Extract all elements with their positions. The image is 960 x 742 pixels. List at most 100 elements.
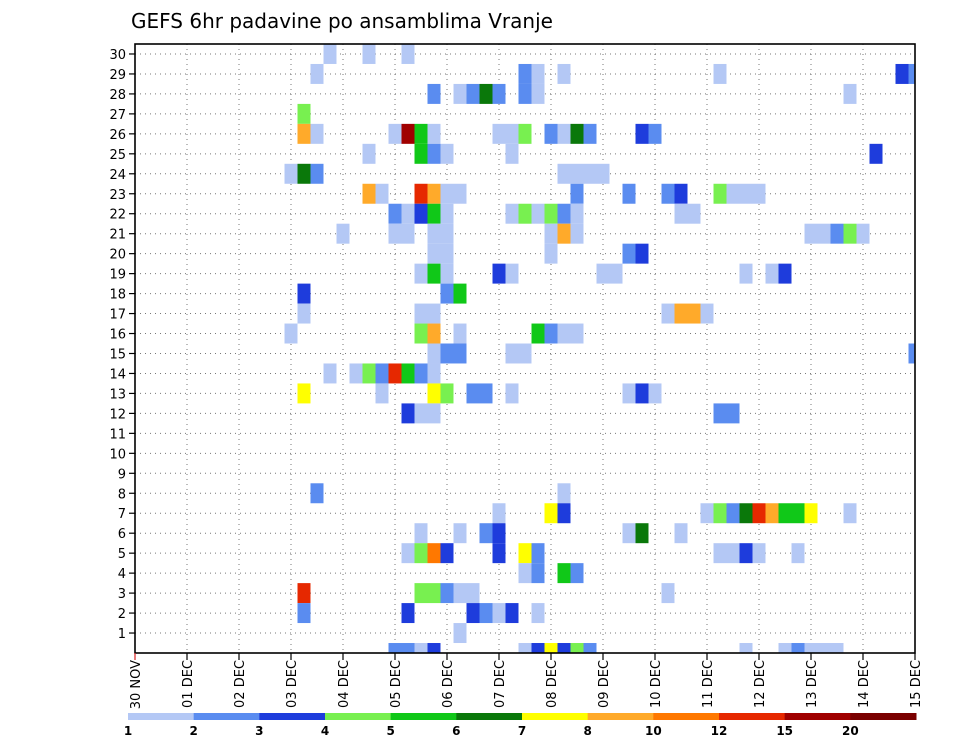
y-tick-label: 19 (109, 268, 126, 283)
x-tick-label: 14 DEC (857, 660, 872, 708)
precip-cell (362, 143, 376, 164)
precip-cell (427, 343, 441, 364)
precip-cell (427, 83, 441, 104)
precip-cell (284, 163, 298, 184)
y-tick-label: 20 (109, 248, 126, 263)
precip-cell (726, 543, 740, 564)
precip-cell (427, 403, 441, 424)
precip-cell (518, 543, 532, 564)
colorbar-swatch (456, 713, 523, 720)
precip-cell (791, 503, 805, 524)
precip-cell (830, 643, 844, 653)
y-tick-label: 3 (118, 587, 126, 602)
precip-cell (466, 603, 480, 624)
precip-cell (505, 123, 519, 144)
precip-cell (440, 143, 454, 164)
precip-cell (570, 183, 584, 204)
precip-cell (453, 283, 467, 304)
precip-cell (843, 83, 857, 104)
precip-cell (544, 203, 558, 224)
x-tick-label: 02 DEC (233, 660, 248, 708)
precip-cell (427, 223, 441, 244)
precip-cell (453, 623, 467, 644)
precip-cell (466, 583, 480, 604)
colorbar-swatch (390, 713, 457, 720)
precip-cell (427, 583, 441, 604)
colorbar-swatch (719, 713, 786, 720)
precip-cell (908, 343, 915, 364)
precip-cell (414, 123, 428, 144)
precip-cell (661, 183, 675, 204)
precip-cell (440, 583, 454, 604)
x-tick-label: 10 DEC (649, 660, 664, 708)
precip-cell (674, 203, 688, 224)
y-tick-label: 7 (118, 507, 126, 522)
precip-cell (804, 643, 818, 653)
y-tick-label: 14 (109, 367, 126, 382)
precip-cell (531, 83, 545, 104)
precip-cell (765, 503, 779, 524)
precip-cell (739, 643, 753, 653)
colorbar-swatch (653, 713, 720, 720)
precip-cell (401, 603, 415, 624)
y-tick-label: 2 (118, 607, 126, 622)
precip-cell (726, 503, 740, 524)
x-tick-label: 30 NOV (129, 660, 144, 709)
precip-cell (310, 63, 324, 84)
precip-cell (544, 503, 558, 524)
precip-cell (557, 563, 571, 584)
precip-cell (453, 583, 467, 604)
precip-cell (531, 543, 545, 564)
colorbar-label: 10 (645, 724, 662, 738)
precip-cell (414, 643, 428, 653)
precip-cell (414, 143, 428, 164)
precip-cell (414, 203, 428, 224)
precip-cell (622, 183, 636, 204)
precip-cell (401, 403, 415, 424)
precip-cell (323, 44, 337, 64)
precip-cell (297, 603, 311, 624)
precip-cell (492, 603, 506, 624)
y-tick-label: 8 (118, 487, 126, 502)
colorbar-label: 6 (452, 724, 460, 738)
precip-cell (817, 643, 831, 653)
y-tick-label: 30 (109, 48, 126, 63)
precip-cell (518, 563, 532, 584)
precip-cell (752, 543, 766, 564)
precip-cell (297, 383, 311, 404)
colorbar-label: 1 (124, 724, 132, 738)
y-tick-label: 16 (109, 328, 126, 343)
precip-cell (414, 363, 428, 384)
precip-cell (609, 263, 623, 284)
precip-cell (440, 183, 454, 204)
precip-cell (570, 163, 584, 184)
y-tick-label: 4 (118, 567, 126, 582)
precip-cell (635, 383, 649, 404)
x-tick-label: 05 DEC (389, 660, 404, 708)
y-tick-label: 15 (109, 347, 126, 362)
precip-cell (544, 243, 558, 264)
y-tick-label: 1 (118, 627, 126, 642)
precip-cell (674, 303, 688, 324)
precip-cell (427, 143, 441, 164)
y-tick-label: 9 (118, 467, 126, 482)
precip-cell (830, 223, 844, 244)
precip-cell (570, 223, 584, 244)
precip-cell (375, 363, 389, 384)
precip-cell (557, 503, 571, 524)
precip-cell (817, 223, 831, 244)
precip-cell (570, 643, 584, 653)
precip-cell (414, 523, 428, 544)
precip-cell (401, 123, 415, 144)
precip-cell (375, 383, 389, 404)
precip-cell (401, 363, 415, 384)
precip-cell (635, 523, 649, 544)
y-tick-label: 13 (109, 387, 126, 402)
precip-cell (505, 383, 519, 404)
precip-cell (544, 123, 558, 144)
precip-cell (687, 203, 701, 224)
precip-cell (453, 343, 467, 364)
y-tick-label: 5 (118, 547, 126, 562)
y-tick-label: 10 (109, 447, 126, 462)
y-tick-label: 21 (109, 228, 126, 243)
